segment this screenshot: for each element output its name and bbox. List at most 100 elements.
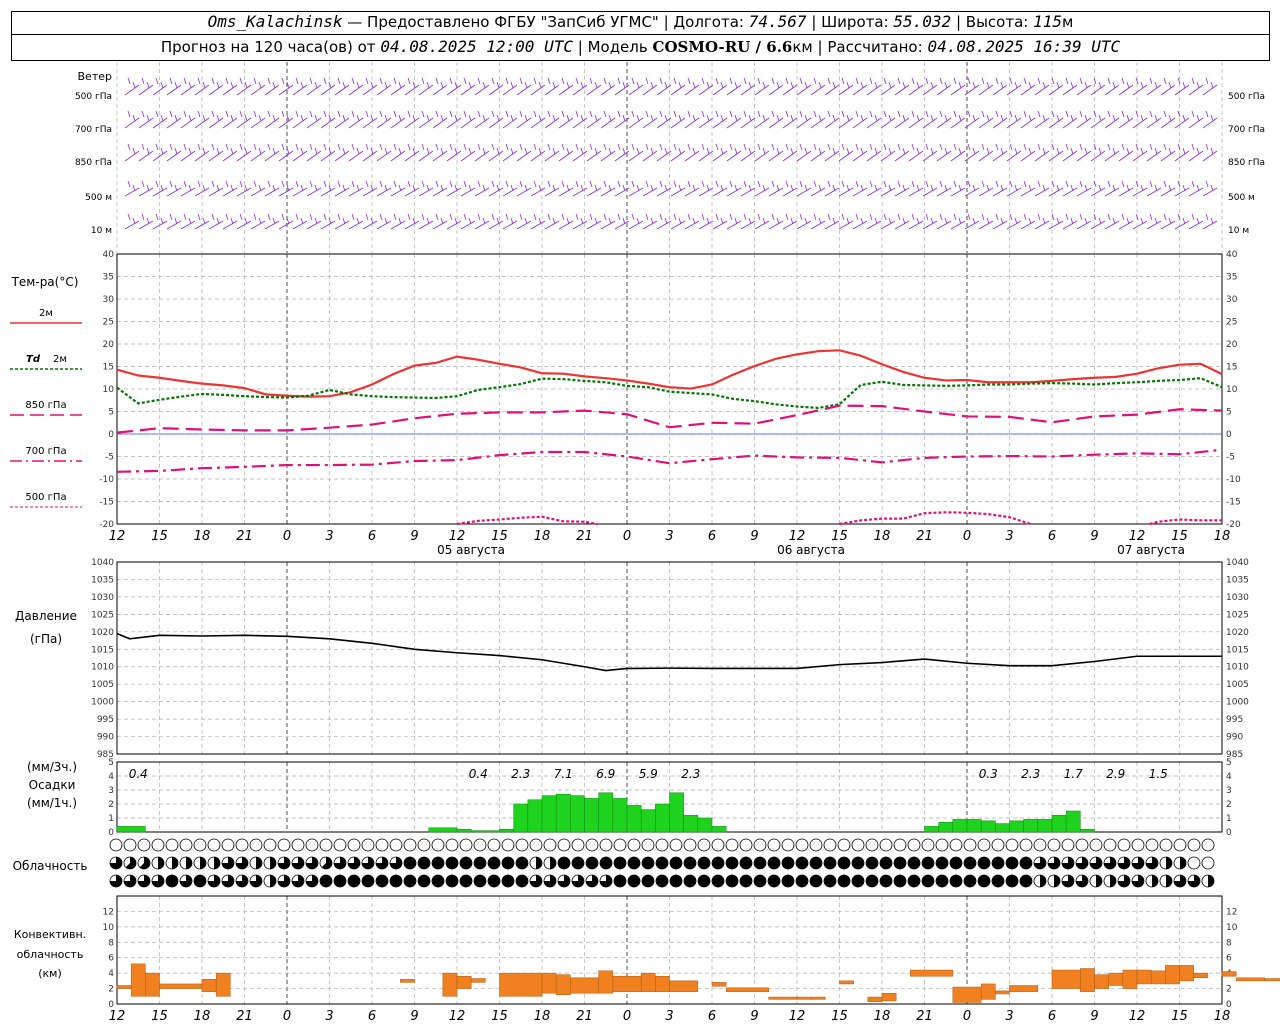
- cloud-symbol: [879, 856, 893, 870]
- wind-barb: [1174, 143, 1190, 162]
- cloud-symbol: [137, 838, 151, 852]
- wind-barb: [558, 110, 574, 129]
- precip-bar: [1023, 819, 1039, 833]
- cloud-symbol: [123, 838, 137, 852]
- cloud-fill: [292, 875, 304, 887]
- wind-barb: [852, 77, 868, 96]
- wind-barb: [474, 143, 490, 162]
- pressure-unit: (гПа): [30, 632, 62, 646]
- wind-barb: [222, 180, 238, 197]
- cloud-symbol: [557, 838, 571, 852]
- cloud-fill: [222, 857, 234, 869]
- wind-barb: [964, 143, 980, 162]
- wind-barb: [460, 213, 476, 230]
- wind-barb: [530, 143, 546, 162]
- convective-bar: [768, 996, 798, 1000]
- wind-barb: [544, 110, 560, 129]
- wind-barb: [796, 180, 812, 197]
- cloud-symbol: [669, 856, 683, 870]
- wind-barb: [292, 110, 308, 129]
- cloud-symbol: [1033, 838, 1047, 852]
- convective-bar: [839, 980, 854, 985]
- cloud-symbol: [991, 856, 1005, 870]
- cloud-symbol: [515, 856, 529, 870]
- wind-barb: [1048, 110, 1064, 129]
- altitude-value: 115: [1033, 12, 1063, 31]
- wind-barb: [838, 77, 854, 96]
- convective-bar: [980, 983, 996, 1000]
- wind-barb: [1202, 180, 1218, 197]
- wind-barb: [628, 143, 644, 162]
- temp-axis-hour-label: 12: [789, 529, 806, 544]
- pressure-tick-label-right: 1000: [1226, 698, 1249, 708]
- cloud-fill: [256, 857, 262, 869]
- wind-barb: [306, 143, 322, 162]
- convective-bar: [116, 985, 132, 989]
- model-unit: км: [792, 38, 813, 56]
- wind-barb: [166, 77, 182, 96]
- convective-bar: [145, 972, 160, 997]
- cloud-symbol: [935, 856, 949, 870]
- precip-unit3: (мм/3ч.): [27, 760, 77, 774]
- wind-barb: [1034, 110, 1050, 129]
- wind-barb: [894, 180, 910, 197]
- wind-barb: [180, 180, 196, 197]
- cloud-fill: [1062, 875, 1074, 887]
- cloud-symbol: [963, 838, 977, 852]
- wind-barb: [754, 213, 770, 230]
- wind-barb: [572, 213, 588, 230]
- temp-tick-label-right: 25: [1226, 318, 1237, 328]
- chart-marks: 500 гПа 500 гПа 700 гПа 700 гПа 850 гПа 850 г…: [75, 62, 1280, 1024]
- conv-tick-label-left: 10: [103, 923, 115, 933]
- wind-barb: [1020, 180, 1036, 197]
- wind-barb: [880, 180, 896, 197]
- wind-barb: [628, 180, 644, 197]
- legend-850-label: 850 гПа: [25, 400, 66, 411]
- altitude-unit: м: [1062, 13, 1074, 31]
- wind-barb: [390, 213, 406, 230]
- wind-barb: [306, 77, 322, 96]
- wind-barb: [502, 110, 518, 129]
- wind-barb: [558, 77, 574, 96]
- wind-barb: [642, 180, 658, 197]
- wind-barb: [922, 213, 938, 230]
- precip-3h-sum: 7.1: [554, 767, 573, 781]
- precip-title: Осадки: [29, 778, 76, 792]
- pressure-line: [116, 632, 1222, 672]
- cloud-symbol: [949, 874, 963, 888]
- cloud-symbol: [1005, 874, 1019, 888]
- conv-tick-label-left: 2: [108, 985, 114, 995]
- cloud-symbol: [893, 874, 907, 888]
- conv-axis-hour-label: 6: [708, 1009, 716, 1024]
- wind-barb: [264, 180, 280, 197]
- legend-2m-label: 2м: [39, 308, 53, 319]
- wind-barb: [222, 213, 238, 230]
- conv-axis-hour-label: 3: [1005, 1009, 1013, 1024]
- temp-axis-hour-label: 9: [750, 529, 758, 544]
- wind-barb: [880, 143, 896, 162]
- wind-barb: [810, 213, 826, 230]
- convective-bar: [159, 983, 203, 989]
- wind-barb: [978, 180, 994, 197]
- wind-barb: [838, 180, 854, 197]
- conv-tick-label-left: 0: [108, 1000, 114, 1010]
- precip-tick-label-right: 5: [1226, 758, 1232, 768]
- wind-level-label-left: 700 гПа: [75, 125, 112, 135]
- cloud-symbol: [795, 856, 809, 870]
- cloud-fill: [110, 857, 122, 869]
- cloud-symbol: [851, 856, 865, 870]
- cloud-fill: [110, 875, 122, 887]
- wind-barb: [894, 110, 910, 129]
- cloud-fill: [1104, 857, 1116, 869]
- temp-axis-hour-label: 9: [1090, 529, 1098, 544]
- wind-barb: [642, 143, 658, 162]
- precip-bar: [938, 821, 954, 833]
- wind-barb: [544, 77, 560, 96]
- precip-tick-label-right: 0: [1226, 828, 1232, 838]
- cloud-symbol: [655, 874, 669, 888]
- wind-barb: [992, 143, 1008, 162]
- cloud-fill: [1118, 857, 1130, 869]
- pressure-tick-label-left: 1010: [91, 663, 114, 673]
- wind-barb: [544, 180, 560, 197]
- cloud-symbol: [781, 856, 795, 870]
